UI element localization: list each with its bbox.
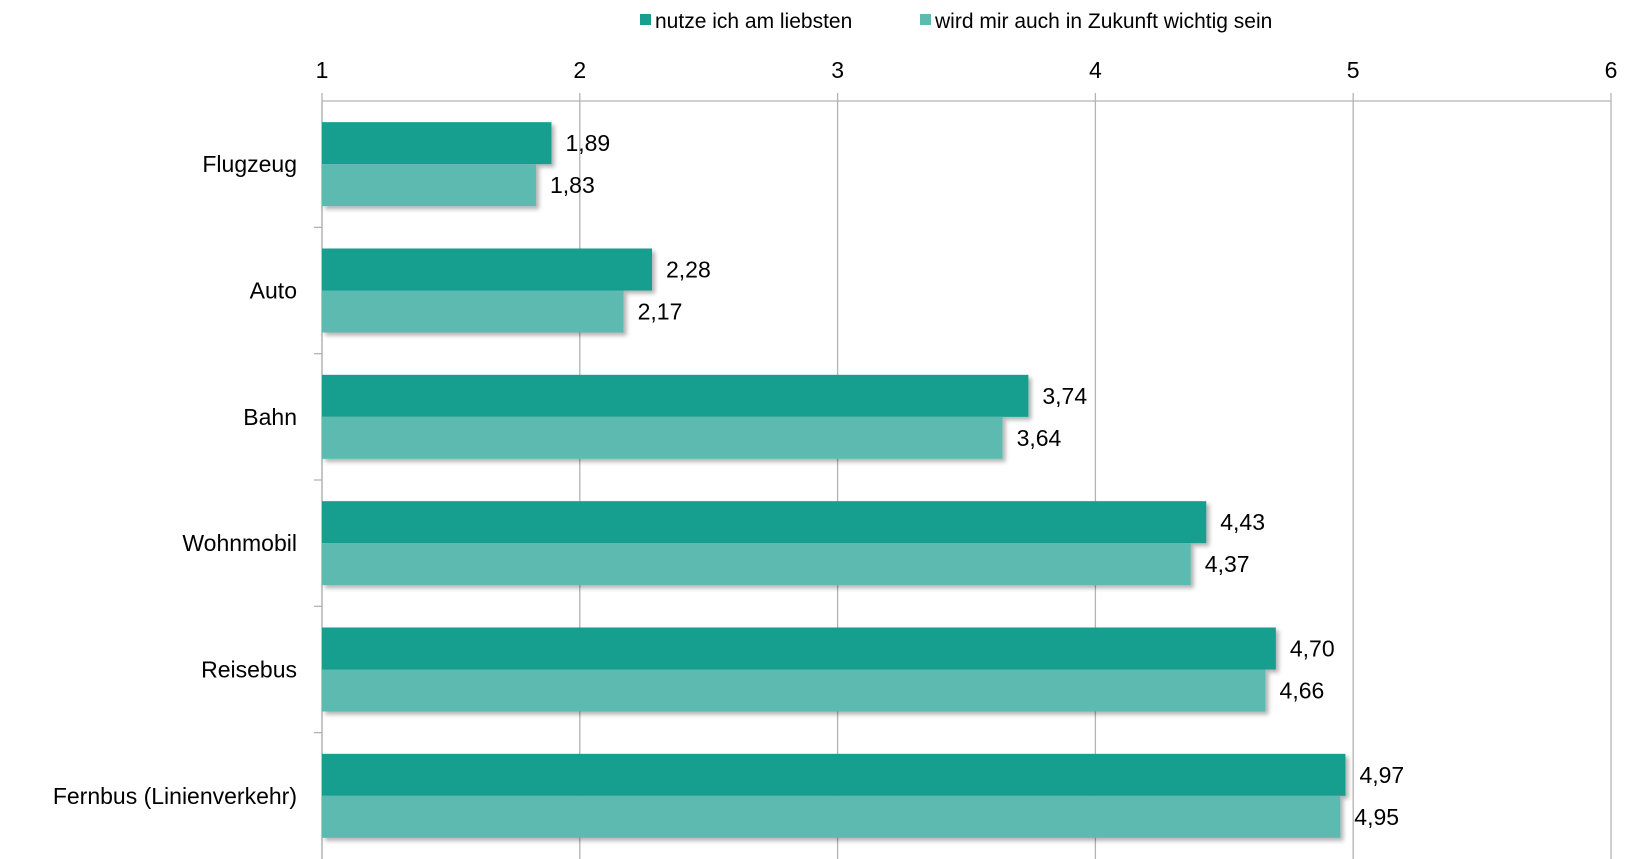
bar (322, 627, 1276, 670)
data-label: 4,97 (1359, 762, 1404, 788)
data-label: 4,66 (1280, 678, 1325, 704)
bar (322, 669, 1266, 712)
bar (322, 416, 1003, 459)
bar (322, 501, 1207, 544)
bar (322, 753, 1346, 796)
data-label: 4,37 (1205, 551, 1250, 577)
legend-label: wird mir auch in Zukunft wichtig sein (934, 10, 1272, 33)
data-label: 4,70 (1290, 636, 1335, 662)
category-label: Auto (250, 278, 297, 304)
x-tick-label: 5 (1347, 57, 1360, 83)
x-tick-label: 6 (1605, 57, 1618, 83)
data-label: 3,64 (1017, 425, 1062, 451)
data-label: 4,95 (1354, 804, 1399, 830)
bar (322, 543, 1191, 586)
gridlines (321, 101, 1612, 859)
x-tick-label: 1 (316, 57, 329, 83)
bar (322, 122, 552, 165)
category-label: Reisebus (201, 657, 297, 683)
bars (322, 122, 1346, 838)
x-tick-label: 4 (1089, 57, 1102, 83)
data-label: 2,28 (666, 257, 711, 283)
category-label: Flugzeug (202, 151, 297, 177)
x-tick-label: 2 (573, 57, 586, 83)
category-label: Wohnmobil (182, 530, 297, 556)
x-axis-ticks: 1 2 3 4 5 6 (316, 57, 1618, 102)
category-labels: Flugzeug Auto Bahn Wohnmobil Reisebus Fernbus… (53, 151, 297, 809)
data-label: 1,83 (550, 172, 595, 198)
chart-legend: nutze ich am liebsten wird mir auch in Zu… (640, 10, 1272, 33)
legend-label: nutze ich am liebsten (655, 10, 852, 33)
data-labels: 1,89 1,83 2,28 2,17 3,74 3,64 4,43 4,37 4,70 4,66… (550, 130, 1404, 830)
bar (322, 164, 536, 207)
category-label: Fernbus (Linienverkehr) (53, 783, 297, 809)
legend-swatch (640, 14, 651, 25)
data-label: 4,43 (1220, 509, 1265, 535)
bar (322, 290, 624, 333)
x-tick-label: 3 (831, 57, 844, 83)
category-label: Bahn (243, 404, 297, 430)
bar (322, 374, 1029, 417)
bar (322, 795, 1341, 838)
bar (322, 248, 652, 291)
data-label: 2,17 (638, 299, 683, 325)
data-label: 3,74 (1042, 383, 1087, 409)
y-axis (314, 101, 323, 859)
data-label: 1,89 (565, 130, 610, 156)
legend-swatch (920, 14, 931, 25)
